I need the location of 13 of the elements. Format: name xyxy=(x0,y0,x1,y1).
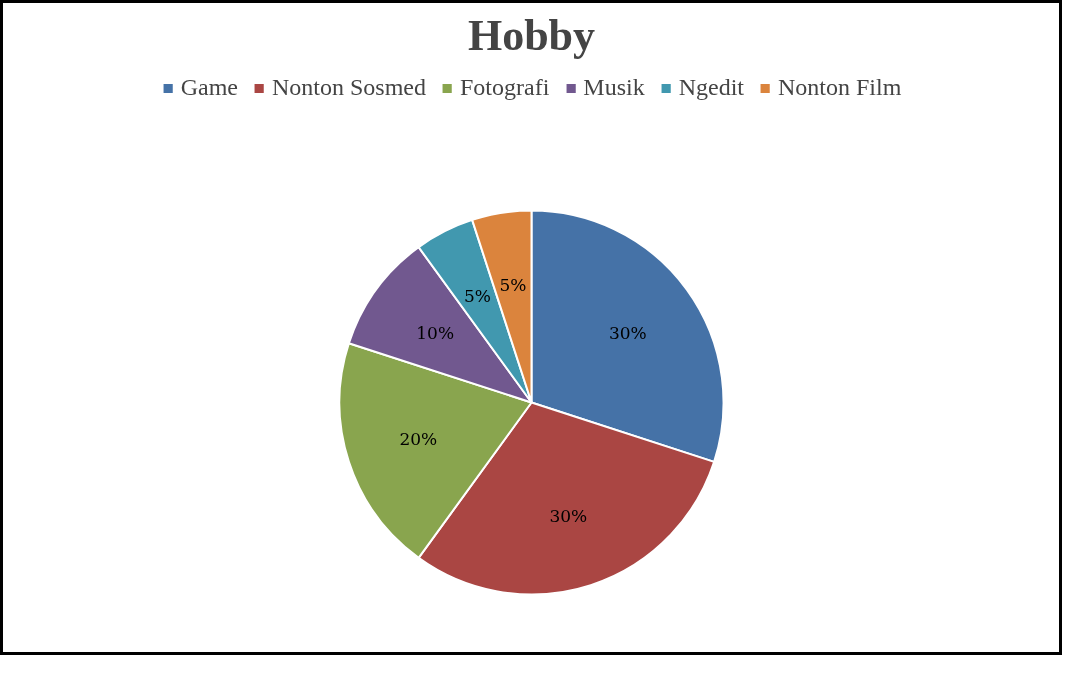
legend-label: Fotografi xyxy=(459,74,550,101)
data-label: 30% xyxy=(608,322,647,343)
data-label: 10% xyxy=(416,322,455,343)
data-label: 20% xyxy=(399,429,438,450)
legend-label: Musik xyxy=(583,74,645,101)
data-label: 30% xyxy=(549,505,588,526)
chart-title: Hobby xyxy=(467,10,596,60)
legend-label: Game xyxy=(180,74,238,101)
legend-label: Nonton Sosmed xyxy=(271,74,426,101)
data-label: 5% xyxy=(499,274,527,295)
legend-label: Nonton Film xyxy=(777,74,902,101)
legend-label: Ngedit xyxy=(678,74,744,101)
data-label: 5% xyxy=(463,286,491,307)
